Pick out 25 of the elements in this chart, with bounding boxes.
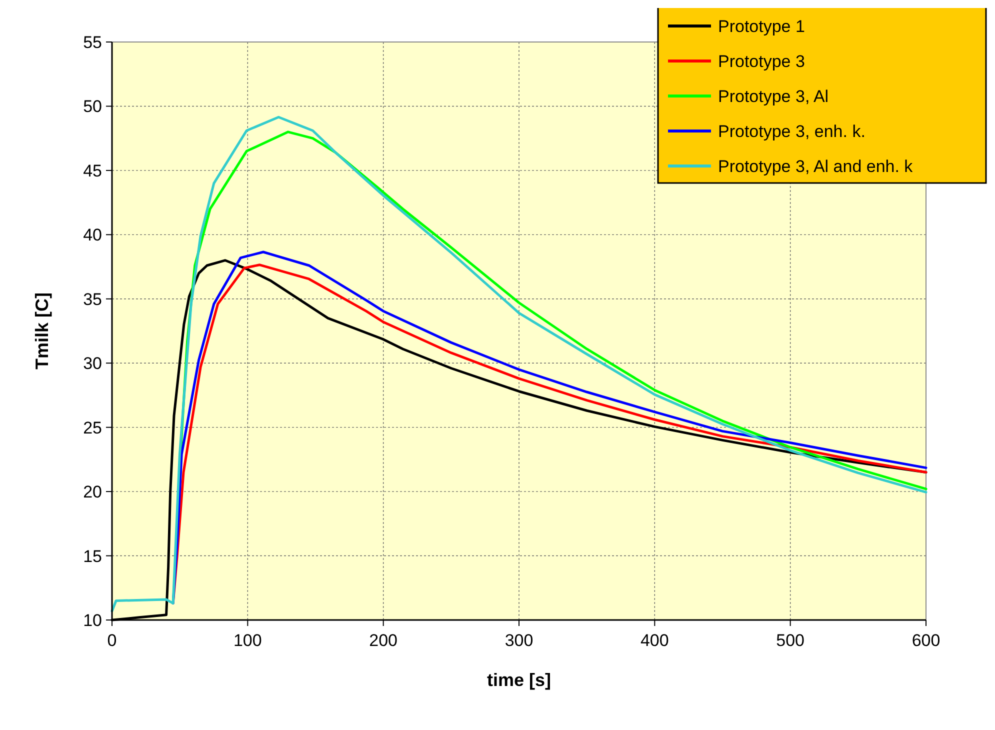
legend-label: Prototype 3 (718, 52, 805, 71)
y-tick-label: 40 (83, 226, 102, 245)
y-tick-label: 35 (83, 290, 102, 309)
y-tick-label: 25 (83, 418, 102, 438)
x-tick-label: 300 (504, 631, 534, 650)
y-tick-label: 30 (83, 354, 102, 374)
y-tick-label: 55 (83, 33, 102, 52)
legend-label: Prototype 3, Al and enh. k (718, 157, 914, 176)
legend-label: Prototype 3, Al (718, 87, 829, 106)
x-tick-label: 500 (776, 631, 805, 650)
y-tick-label: 15 (83, 546, 102, 566)
x-tick-label: 400 (640, 631, 669, 650)
y-tick-label: 45 (83, 161, 102, 180)
x-axis-title: time [s] (486, 670, 552, 690)
x-tick-label: 100 (233, 631, 262, 650)
y-tick-label: 10 (83, 611, 102, 630)
legend-label: Prototype 3, enh. k. (718, 122, 866, 141)
line-series (110, 116, 928, 612)
x-tick-label: 0 (107, 631, 117, 650)
legend-label: Prototype 1 (718, 17, 805, 36)
x-tick-label: 200 (369, 631, 398, 650)
y-tick-label: 20 (83, 482, 102, 502)
x-tick-label: 600 (912, 631, 940, 650)
y-axis-title: Tmilk [C] (32, 292, 52, 370)
y-tick-label: 50 (83, 97, 102, 116)
